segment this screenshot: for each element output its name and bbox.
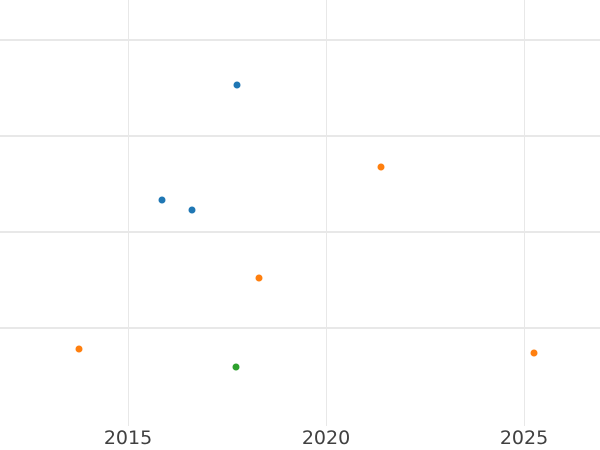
x-tick-label: 2015 (103, 427, 153, 449)
scatter-point-orange (75, 345, 83, 353)
gridline-horizontal (0, 135, 600, 137)
scatter-point-orange (530, 349, 538, 357)
gridline-vertical (326, 0, 327, 426)
scatter-point-blue (188, 206, 196, 214)
gridline-horizontal (0, 231, 600, 233)
scatter-point-blue (158, 196, 166, 204)
x-tick-label: 2020 (301, 427, 351, 449)
gridline-horizontal (0, 39, 600, 41)
scatter-point-blue (233, 81, 241, 89)
gridline-vertical (128, 0, 129, 426)
gridline-vertical (524, 0, 525, 426)
gridline-horizontal (0, 327, 600, 329)
scatter-point-orange (377, 163, 385, 171)
x-tick-label: 2025 (499, 427, 549, 449)
scatter-point-orange (255, 274, 263, 282)
scatter-point-green (232, 363, 240, 371)
